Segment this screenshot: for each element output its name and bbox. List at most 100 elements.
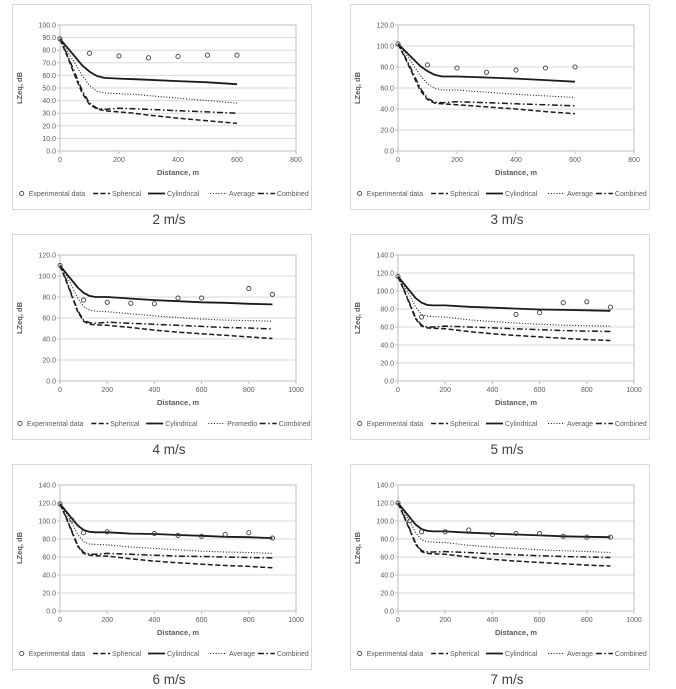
data-point [513, 311, 519, 317]
y-tick-label: 120.0 [376, 271, 394, 278]
series-line-dashed [397, 43, 576, 115]
y-tick-label: 10.0 [42, 136, 56, 143]
x-tick-label: 800 [581, 387, 593, 394]
y-tick-label: 20.0 [380, 128, 394, 135]
y-tick-label: 100.0 [376, 289, 394, 296]
legend-label: Cylindrical [167, 191, 200, 198]
x-tick-label: 400 [149, 387, 161, 394]
data-point [537, 310, 543, 316]
y-tick-label: 40.0 [380, 107, 394, 114]
y-tick-label: 50.0 [42, 86, 56, 93]
data-point [104, 299, 110, 305]
x-axis-title: Distance, m [495, 628, 537, 637]
y-axis-title: LZeq, dB [15, 71, 24, 104]
x-tick-label: 1000 [626, 387, 642, 394]
chart-caption: 2 m/s [152, 212, 186, 227]
y-tick-label: 80.0 [380, 307, 394, 314]
legend-label: Experimental data [367, 651, 424, 658]
x-tick-label: 800 [243, 617, 255, 624]
x-tick-label: 200 [113, 157, 125, 164]
x-tick-label: 200 [101, 387, 113, 394]
legend-label: Cylindrical [505, 191, 538, 198]
data-point [246, 286, 252, 292]
data-point [145, 55, 152, 61]
legend-label: Average [567, 191, 593, 198]
data-point [69, 517, 75, 523]
data-point [57, 501, 63, 507]
y-tick-label: 100.0 [38, 519, 56, 526]
x-tick-label: 800 [290, 157, 302, 164]
y-tick-label: 0.0 [384, 609, 394, 616]
data-point [57, 36, 63, 42]
y-tick-label: 80.0 [380, 65, 394, 72]
data-point [395, 41, 401, 47]
legend-label: Average [567, 421, 593, 428]
plot-border [397, 254, 635, 382]
data-point [454, 65, 460, 71]
data-point [607, 534, 613, 540]
data-point [269, 535, 275, 541]
y-tick-label: 60.0 [42, 73, 56, 80]
y-tick-label: 80.0 [42, 48, 56, 55]
plot-border [59, 24, 297, 152]
series-line-dashdot [59, 503, 273, 559]
y-tick-label: 40.0 [380, 573, 394, 580]
x-tick-label: 400 [172, 157, 184, 164]
x-tick-label: 0 [396, 387, 400, 394]
legend-label: Spherical [110, 421, 140, 428]
series-line-dashed [59, 38, 238, 125]
data-point [128, 300, 134, 306]
data-point [572, 64, 578, 70]
chart-area-2ms: 0.0 10.0 20.0 30.0 40.0 50.0 60.0 70.0 80.0 90.0 1… [12, 4, 312, 210]
legend-label: Average [229, 651, 255, 658]
y-tick-label: 60.0 [42, 316, 56, 323]
data-point [542, 65, 549, 71]
y-tick-label: 40.0 [42, 98, 56, 105]
x-tick-label: 0 [58, 617, 62, 624]
x-tick-label: 400 [487, 387, 499, 394]
data-point [424, 62, 431, 68]
data-point [537, 531, 543, 537]
series-line-dashdot [59, 265, 273, 330]
x-tick-label: 600 [231, 157, 243, 164]
data-point [151, 531, 157, 537]
series-line-dotted [397, 502, 611, 554]
data-point [560, 300, 566, 306]
chart-svg: 0.0 20.0 40.0 60.0 80.0 100.0 120.0 0 200 400 600 8… [15, 253, 311, 429]
legend-label: Experimental data [29, 651, 86, 658]
plot-border [397, 24, 635, 152]
chart-panel-6ms: 0.0 20.0 40.0 60.0 80.0 100.0 120.0 140.0 0 200 40… [0, 460, 338, 689]
x-tick-label: 200 [101, 617, 113, 624]
data-point [222, 531, 228, 538]
y-tick-label: 90.0 [42, 35, 56, 42]
x-tick-label: 0 [58, 157, 62, 164]
x-tick-label: 800 [243, 387, 255, 394]
legend-marker-scatter [357, 420, 363, 427]
y-axis-title: LZeq, dB [353, 71, 362, 104]
series-line-dashdot [397, 276, 611, 333]
legend-marker-scatter [17, 420, 23, 427]
data-point [466, 527, 472, 533]
legend-label: Average [567, 651, 593, 658]
data-point [607, 304, 613, 310]
x-tick-label: 600 [196, 387, 208, 394]
x-tick-label: 400 [149, 617, 161, 624]
data-point [199, 533, 205, 539]
x-axis-title: Distance, m [157, 168, 199, 177]
data-point [395, 274, 401, 280]
y-tick-label: 20.0 [42, 123, 56, 130]
y-tick-label: 20.0 [380, 591, 394, 598]
x-tick-label: 600 [569, 157, 581, 164]
chart-area-3ms: 0.0 20.0 40.0 60.0 80.0 100.0 120.0 0 200 400 600 8… [350, 4, 650, 210]
chart-panel-5ms: 0.0 20.0 40.0 60.0 80.0 100.0 120.0 140.0 0 200 40… [338, 230, 676, 460]
data-point [442, 529, 448, 535]
y-tick-label: 100.0 [38, 23, 56, 30]
x-tick-label: 0 [396, 157, 400, 164]
plot-border [59, 254, 297, 382]
y-axis-title: LZeq, dB [353, 301, 362, 334]
y-tick-label: 100.0 [376, 519, 394, 526]
data-point [175, 295, 181, 301]
legend-label: Experimental data [367, 191, 424, 198]
data-point [246, 530, 252, 536]
series-line-solid [59, 264, 273, 306]
